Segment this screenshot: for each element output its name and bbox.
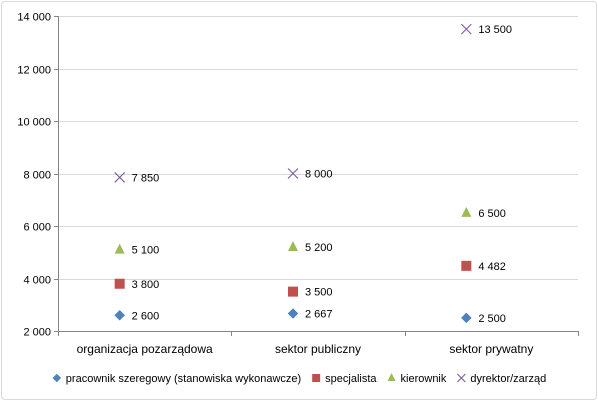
y-tick-label: 12 000 (17, 65, 51, 77)
legend-marker (456, 373, 466, 383)
data-label: 3 500 (305, 287, 333, 299)
data-point (287, 308, 299, 319)
y-tick-label: 4 000 (23, 275, 51, 287)
data-label: 6 500 (478, 208, 506, 220)
x-category-label: sektor prywatny (449, 342, 533, 356)
y-tick-label: 14 000 (17, 12, 51, 24)
data-point (461, 260, 472, 271)
data-labels: 2 600 2 667 2 500 3 800 3 500 4 482 5 100 5 200… (132, 24, 512, 325)
data-label: 13 500 (478, 24, 512, 36)
legend-marker (387, 373, 396, 381)
data-point (114, 309, 126, 321)
data-point (287, 168, 299, 179)
legend: pracownik szeregowy (stanowiska wykonawc… (52, 373, 546, 385)
data-label: 7 850 (132, 172, 160, 184)
x-axis: organizacja pozarządowa sektor publiczny s… (58, 331, 579, 356)
legend-marker (52, 373, 62, 383)
data-label: 2 667 (305, 308, 333, 320)
legend-label: kierownik (401, 373, 447, 385)
data-point (114, 172, 126, 183)
data-point (288, 241, 298, 251)
y-tick-label: 2 000 (23, 327, 51, 339)
legend-marker (312, 374, 321, 382)
data-point (460, 312, 472, 324)
y-axis-ticks: 2 000 4 000 6 000 8 000 10 000 12 000 14 000 (17, 12, 59, 339)
data-points (114, 23, 472, 324)
data-label: 5 100 (132, 245, 160, 257)
y-tick-label: 10 000 (17, 117, 51, 129)
data-point (460, 23, 472, 35)
data-label: 4 482 (478, 261, 506, 273)
x-category-label: organizacja pozarządowa (77, 342, 213, 356)
data-label: 2 500 (478, 313, 506, 325)
data-point (114, 278, 125, 289)
data-point (114, 243, 125, 254)
data-label: 2 600 (132, 310, 160, 322)
data-label: 3 800 (132, 279, 160, 291)
data-label: 8 000 (305, 169, 333, 181)
legend-label: specjalista (325, 373, 377, 385)
y-tick-label: 6 000 (23, 222, 51, 234)
data-point (461, 206, 472, 217)
data-label: 5 200 (305, 242, 333, 254)
legend-label: dyrektor/zarząd (470, 373, 546, 385)
data-point (288, 286, 298, 297)
legend-label: pracownik szeregowy (stanowiska wykonawc… (66, 373, 301, 385)
y-tick-label: 8 000 (23, 170, 51, 182)
x-category-label: sektor publiczny (275, 342, 361, 356)
